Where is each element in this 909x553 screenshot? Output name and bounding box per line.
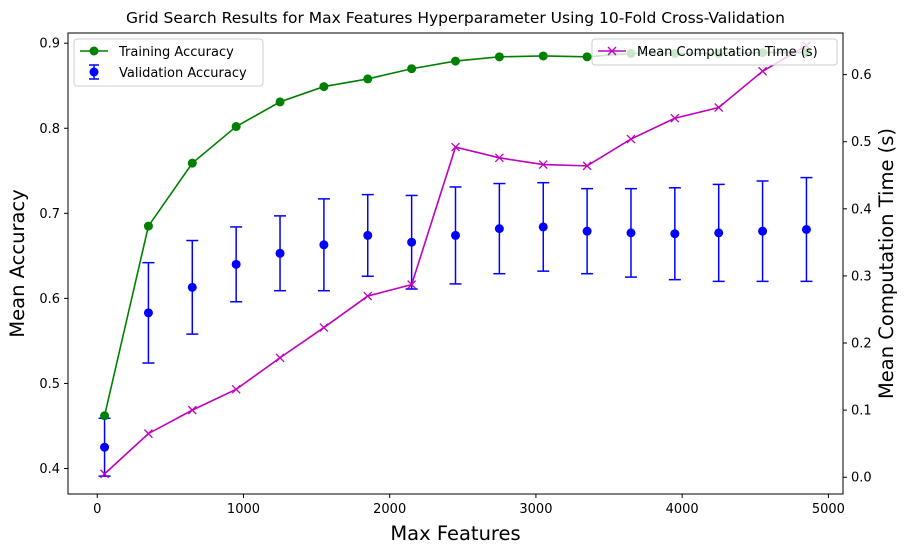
x-marker-stroke — [494, 153, 504, 163]
training-point — [143, 221, 153, 231]
computation-time-point — [143, 429, 153, 439]
y-left-tick-label: 0.4 — [39, 462, 60, 477]
x-tick-label: 4000 — [666, 502, 699, 517]
legend-label-time: Mean Computation Time (s) — [637, 45, 818, 60]
legend-box — [73, 38, 264, 87]
x-marker-stroke — [582, 161, 592, 171]
computation-time-point — [451, 142, 460, 152]
training-point — [363, 74, 373, 84]
validation-point — [714, 228, 724, 238]
training-point — [187, 158, 197, 168]
training-point — [275, 97, 285, 107]
computation-time-point — [494, 153, 504, 163]
training-point — [100, 411, 110, 421]
y-right-tick-label: 0.4 — [851, 202, 872, 217]
legend-marker-time — [607, 46, 617, 56]
x-marker-stroke — [319, 323, 329, 333]
validation-point — [451, 230, 460, 240]
validation-point — [275, 248, 285, 258]
validation-point — [319, 240, 329, 250]
y-right-tick-label: 0.3 — [851, 269, 872, 284]
training-point — [451, 56, 460, 66]
y-right-tick-label: 0.1 — [851, 404, 872, 419]
y-left-tick-label: 0.8 — [39, 122, 60, 137]
computation-time-point — [363, 291, 373, 301]
validation-point — [801, 224, 811, 234]
chart-title: Grid Search Results for Max Features Hyp… — [126, 9, 785, 27]
validation-point — [231, 259, 241, 269]
validation-point — [758, 226, 768, 236]
legend-box — [591, 38, 838, 66]
computation-time-point — [319, 323, 329, 333]
validation-point — [670, 229, 680, 239]
x-tick-label: 3000 — [519, 502, 552, 517]
computation-time-point — [187, 405, 197, 415]
x-marker-stroke — [407, 280, 417, 290]
x-tick-label: 2000 — [373, 502, 406, 517]
computation-time-point — [714, 103, 724, 112]
legend-left: Training Accuracy Validation Accuracy — [73, 38, 264, 87]
computation-time-point — [582, 161, 592, 171]
training-point — [319, 82, 329, 92]
y-left-tick-label: 0.7 — [39, 207, 60, 222]
x-marker-stroke — [187, 405, 197, 415]
validation-point — [582, 226, 592, 236]
computation-time-point — [231, 384, 241, 394]
training-point — [407, 64, 417, 74]
plot-frame — [67, 32, 844, 495]
x-marker-stroke — [451, 142, 460, 152]
x-marker-stroke — [758, 66, 768, 76]
y-right-axis-title: Mean Computation Time (s) — [875, 128, 898, 399]
validation-point — [407, 237, 417, 247]
legend-marker-validation — [89, 67, 99, 77]
y-left-tick-label: 0.9 — [39, 37, 60, 52]
x-marker-stroke — [275, 353, 285, 363]
validation-point — [100, 442, 110, 452]
computation-time-point — [275, 353, 285, 363]
computation-time-point — [758, 66, 768, 76]
validation-point — [143, 308, 153, 318]
y-right-tick-label: 0.6 — [851, 68, 872, 83]
computation-time-point — [100, 469, 110, 479]
legend-right: Mean Computation Time (s) — [591, 38, 838, 66]
x-marker-stroke — [626, 134, 636, 144]
x-axis-title: Max Features — [390, 522, 520, 545]
validation-point — [626, 228, 636, 238]
legend-marker-training — [89, 46, 99, 56]
axis-ticks: 0 1000 2000 3000 4000 5000 0.4 0.5 0.6 0.7 0.8 0.9 0… — [39, 37, 871, 517]
x-tick-label: 5000 — [812, 502, 845, 517]
x-marker-stroke — [100, 469, 110, 479]
validation-point — [494, 224, 504, 234]
y-right-tick-label: 0.0 — [851, 471, 872, 486]
x-marker-stroke — [538, 160, 548, 169]
y-left-tick-label: 0.5 — [39, 377, 60, 392]
y-left-axis-title: Mean Accuracy — [6, 189, 29, 337]
x-marker-stroke — [363, 291, 373, 301]
x-tick-label: 0 — [93, 502, 101, 517]
training-point — [538, 51, 548, 61]
computation-time-point — [626, 134, 636, 144]
training-point — [494, 52, 504, 62]
computation-time-point — [670, 113, 680, 123]
x-tick-label: 1000 — [227, 502, 260, 517]
validation-point — [538, 222, 548, 232]
x-marker-stroke — [143, 429, 153, 439]
legend-label-training: Training Accuracy — [118, 45, 234, 60]
legend-label-validation: Validation Accuracy — [119, 66, 247, 81]
validation-point — [363, 230, 373, 240]
training-point — [231, 122, 241, 132]
x-marker-stroke — [714, 103, 724, 112]
y-left-tick-label: 0.6 — [39, 292, 60, 307]
x-marker-stroke — [670, 113, 680, 123]
y-right-tick-label: 0.5 — [851, 135, 872, 150]
y-right-tick-label: 0.2 — [851, 337, 872, 352]
plot-marks — [98, 41, 813, 479]
computation-time-point — [538, 160, 548, 169]
x-marker-stroke — [231, 384, 241, 394]
training-point — [582, 52, 592, 62]
computation-time-point — [407, 280, 417, 290]
validation-point — [187, 282, 197, 292]
